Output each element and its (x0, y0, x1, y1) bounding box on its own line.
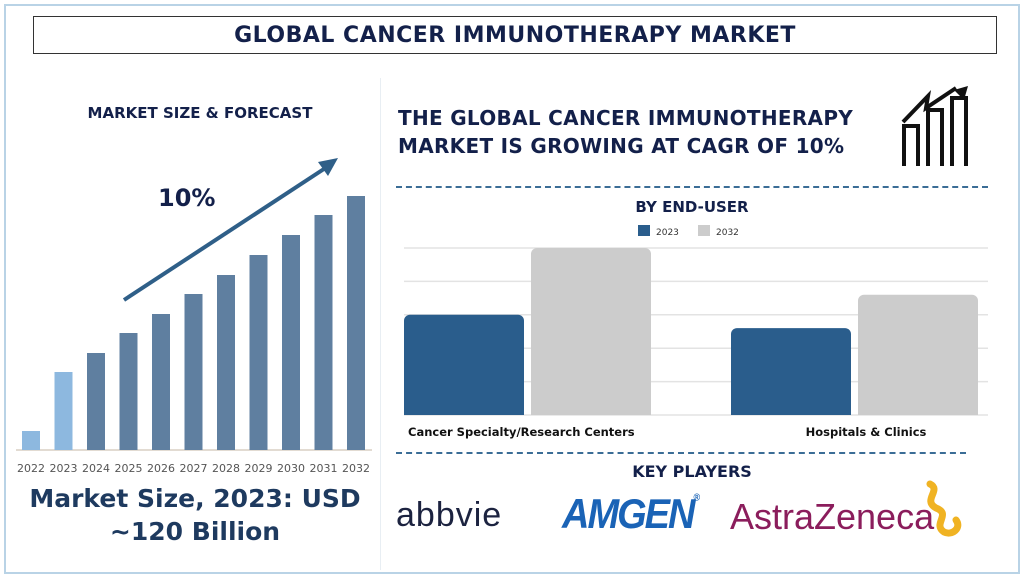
tick-label-2031: 2031 (310, 462, 338, 475)
tick-label-2025: 2025 (115, 462, 143, 475)
end-user-title: BY END-USER (635, 198, 749, 216)
bar-2032 (858, 294, 978, 415)
abbvie-logo: abbvie (396, 496, 503, 534)
bar-base (531, 409, 651, 415)
headline-line1: THE GLOBAL CANCER IMMUNOTHERAPY (398, 106, 854, 130)
bar-2028 (217, 275, 235, 450)
bar-base (731, 409, 851, 415)
tick-label-2022: 2022 (17, 462, 45, 475)
tick-label-2030: 2030 (277, 462, 305, 475)
page-title: GLOBAL CANCER IMMUNOTHERAPY MARKET (33, 16, 997, 54)
bar-2032 (531, 248, 651, 415)
bar-2029 (249, 255, 268, 450)
legend-swatch-2023 (638, 225, 650, 236)
section-divider (396, 186, 988, 188)
market-size-line1: Market Size, 2023: USD (29, 484, 361, 513)
cagr-label: 10% (158, 184, 216, 212)
bar-2031 (314, 215, 333, 450)
tick-label-2027: 2027 (180, 462, 208, 475)
bar-base (404, 409, 524, 415)
growth-arrow-line (122, 163, 332, 302)
amgen-logo: AMGEN® (562, 491, 700, 539)
market-forecast-chart: 2022 2023 2024 2025 2026 2027 2028 2029 2030 2031… (16, 158, 372, 475)
tick-label-2024: 2024 (82, 462, 110, 475)
bar-2024 (87, 353, 105, 450)
market-size-text: Market Size, 2023: USD ~120 Billion (10, 482, 380, 548)
end-user-chart: 2023 2032 Cancer Specialty/Research Center… (404, 225, 988, 439)
legend-label-2032: 2032 (716, 228, 739, 238)
legend-label-2023: 2023 (656, 228, 679, 238)
astrazeneca-symbol (926, 480, 962, 537)
legend-swatch-2032 (698, 225, 710, 236)
astrazeneca-logo: AstraZeneca (730, 496, 935, 537)
growth-arrow-head (318, 158, 338, 176)
growth-chart-icon (901, 86, 968, 166)
page-frame (4, 4, 1020, 574)
bar-2025 (119, 333, 138, 450)
bar-2032 (347, 196, 365, 450)
divider (380, 78, 381, 570)
cagr-headline: THE GLOBAL CANCER IMMUNOTHERAPY MARKET I… (398, 104, 888, 160)
tick-label-2028: 2028 (212, 462, 240, 475)
bar-2022 (22, 431, 40, 450)
bar-2027 (184, 294, 203, 450)
bar-2023 (54, 372, 73, 450)
market-size-heading: MARKET SIZE & FORECAST (87, 104, 313, 122)
market-size-line2: ~120 Billion (109, 517, 281, 546)
bar-2023 (731, 328, 851, 415)
category-label: Cancer Specialty/Research Centers (408, 425, 635, 439)
headline-line2: MARKET IS GROWING AT CAGR OF 10% (398, 134, 845, 158)
section-divider (396, 452, 966, 454)
tick-label-2032: 2032 (342, 462, 370, 475)
key-players-title: KEY PLAYERS (632, 462, 752, 481)
category-label: Hospitals & Clinics (806, 425, 927, 439)
tick-label-2026: 2026 (147, 462, 175, 475)
bar-2030 (282, 235, 300, 450)
tick-label-2029: 2029 (245, 462, 273, 475)
bar-2026 (152, 314, 170, 450)
bar-base (858, 409, 978, 415)
bar-2023 (404, 314, 524, 415)
tick-label-2023: 2023 (50, 462, 78, 475)
